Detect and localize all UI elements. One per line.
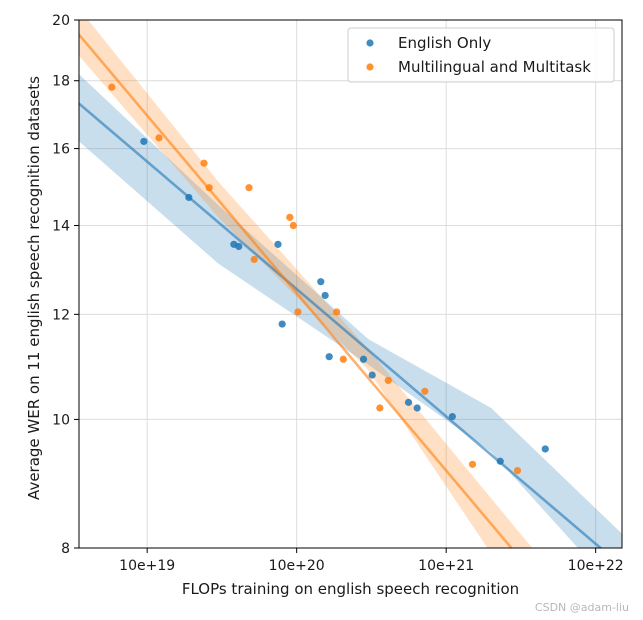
- point-multilingual: [513, 467, 522, 475]
- point-multilingual: [205, 184, 213, 192]
- point-english-only: [496, 457, 504, 465]
- point-english-only: [278, 320, 286, 328]
- legend: English Only Multilingual and Multitask: [347, 27, 615, 83]
- y-tick-label: 18: [52, 74, 70, 90]
- x-tick-label: 10e+21: [418, 558, 474, 574]
- point-english-only: [413, 404, 421, 412]
- legend-box: [347, 27, 615, 83]
- point-multilingual: [468, 460, 477, 468]
- point-multilingual: [294, 308, 302, 316]
- fit-line-english-only: [79, 102, 603, 548]
- point-english-only: [185, 193, 193, 202]
- point-english-only: [317, 278, 325, 286]
- confidence-band-english-only: [79, 74, 622, 548]
- confidence-band-multilingual: [79, 20, 533, 548]
- point-multilingual: [108, 83, 116, 91]
- y-tick-label: 10: [52, 412, 70, 428]
- point-multilingual: [289, 221, 297, 230]
- point-multilingual: [245, 184, 253, 192]
- point-english-only: [448, 412, 456, 421]
- y-tick-label: 20: [52, 13, 70, 29]
- point-multilingual: [286, 213, 294, 221]
- point-multilingual: [200, 159, 208, 167]
- point-english-only: [325, 353, 333, 361]
- point-english-only: [274, 240, 282, 248]
- point-english-only: [368, 371, 376, 379]
- point-english-only: [404, 398, 413, 406]
- y-tick-label: 12: [52, 307, 70, 323]
- point-multilingual: [376, 404, 384, 412]
- legend-label-english-only: English Only: [398, 34, 491, 52]
- point-multilingual: [250, 255, 258, 264]
- y-tick-label: 16: [52, 142, 70, 158]
- point-english-only: [321, 291, 329, 300]
- point-multilingual: [155, 134, 163, 142]
- plot-frame: [78, 19, 623, 549]
- y-axis-label: Average WER on 11 english speech recogni…: [25, 76, 43, 500]
- point-multilingual: [384, 376, 392, 385]
- watermark: CSDN @adam-liu: [534, 601, 629, 614]
- point-english-only: [235, 242, 243, 251]
- point-multilingual: [421, 387, 429, 395]
- data-points: [108, 83, 549, 475]
- fit-lines: [79, 33, 603, 548]
- point-english-only: [541, 445, 549, 453]
- fit-line-multilingual: [79, 33, 514, 548]
- point-english-only: [359, 355, 368, 363]
- confidence-bands: [79, 20, 622, 548]
- legend-marker-multilingual: [366, 63, 374, 71]
- point-multilingual: [333, 308, 341, 316]
- point-english-only: [140, 137, 148, 146]
- x-tick-label: 10e+19: [119, 558, 175, 574]
- point-multilingual: [339, 355, 347, 363]
- x-tick-label: 10e+20: [269, 558, 325, 574]
- legend-label-multilingual: Multilingual and Multitask: [398, 58, 591, 76]
- y-tick-label: 14: [52, 219, 70, 235]
- legend-marker-english-only: [366, 39, 374, 47]
- x-tick-label: 10e+22: [568, 558, 624, 574]
- y-tick-label: 8: [61, 541, 70, 557]
- x-axis-label: FLOPs training on english speech recogni…: [182, 580, 519, 598]
- axis-ticks: 10e+19 10e+20 10e+21 10e+22 8 10 12 14 16 18 20: [52, 13, 623, 574]
